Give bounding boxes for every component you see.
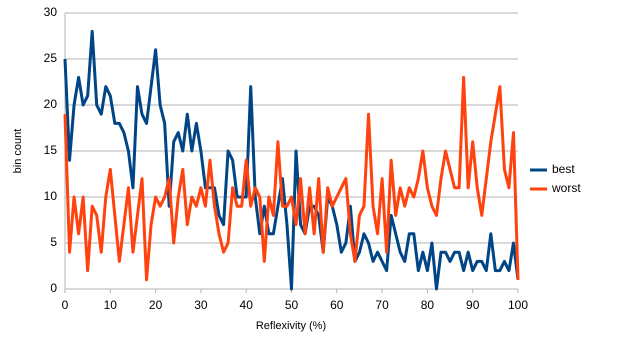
y-tick-label: 30 — [44, 5, 58, 19]
x-tick-label: 40 — [240, 298, 254, 312]
x-tick-label: 10 — [104, 298, 118, 312]
x-tick-label: 0 — [62, 298, 69, 312]
x-tick-label: 50 — [285, 298, 299, 312]
legend-label: worst — [551, 181, 581, 195]
x-tick-label: 70 — [375, 298, 389, 312]
x-tick-label: 20 — [149, 298, 163, 312]
x-tick-label: 80 — [421, 298, 435, 312]
line-series — [63, 75, 520, 282]
x-tick-label: 90 — [466, 298, 480, 312]
x-tick-label: 100 — [508, 298, 528, 312]
x-axis-title: Reflexivity (%) — [256, 320, 326, 332]
y-tick-label: 10 — [44, 189, 58, 203]
y-axis-title: bin count — [12, 129, 24, 174]
y-tick-label: 25 — [44, 51, 58, 65]
x-tick-label: 30 — [194, 298, 208, 312]
y-tick-label: 15 — [44, 143, 58, 157]
line-series — [63, 29, 520, 291]
x-tick-label: 60 — [330, 298, 344, 312]
y-tick-label: 5 — [50, 235, 57, 249]
y-tick-label: 0 — [50, 281, 57, 295]
legend-label: best — [552, 162, 575, 176]
y-tick-label: 20 — [44, 97, 58, 111]
